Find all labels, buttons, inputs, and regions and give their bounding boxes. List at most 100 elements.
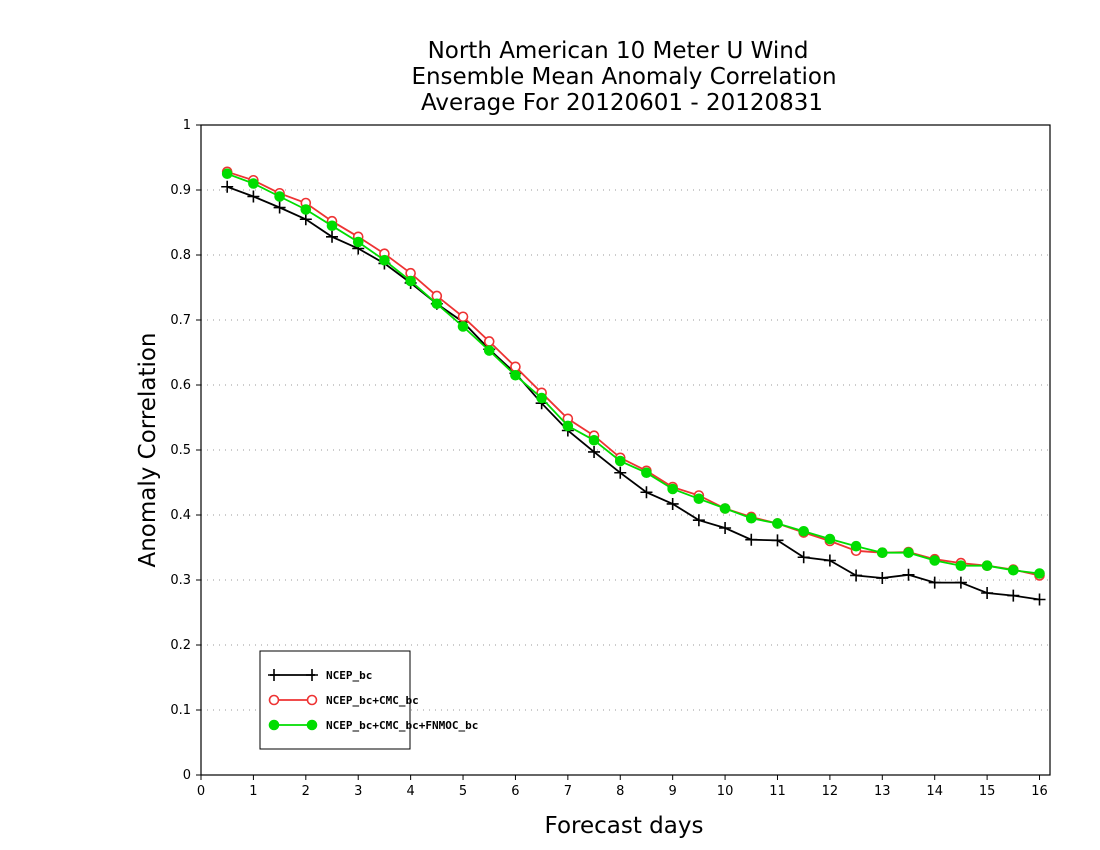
data-point	[405, 275, 416, 287]
data-point	[798, 525, 809, 537]
data-point	[510, 361, 521, 373]
y-tick-label: 0.7	[170, 313, 191, 328]
data-point	[483, 345, 495, 356]
data-point	[614, 466, 627, 479]
data-point	[667, 483, 678, 495]
legend-label: NCEP_bc+CMC_bc	[326, 694, 419, 707]
legend-label: NCEP_bc+CMC_bc+FNMOC_bc	[326, 719, 478, 732]
series-line	[226, 185, 1040, 601]
x-tick-label: 0	[197, 784, 205, 799]
y-tick-label: 0.4	[170, 508, 191, 523]
data-point	[536, 392, 547, 404]
y-tick-label: 1	[183, 118, 191, 133]
data-point	[692, 514, 705, 527]
data-point	[274, 191, 285, 202]
series-layer	[221, 166, 1046, 606]
data-point	[772, 518, 783, 529]
data-point	[902, 568, 915, 581]
x-tick-label: 16	[1031, 784, 1048, 799]
data-point	[823, 554, 836, 567]
data-point	[666, 497, 679, 510]
data-point	[981, 560, 993, 572]
x-tick-label: 5	[459, 784, 467, 799]
legend: NCEP_bc NCEP_bc+CMC_bc NCEP_bc+CMC_bc+FNMO…	[259, 650, 478, 750]
x-tick-label: 1	[249, 784, 257, 799]
data-point	[876, 547, 888, 559]
y-tick-label: 0.8	[170, 248, 191, 263]
x-tick-label: 2	[302, 784, 310, 799]
data-point	[719, 522, 732, 534]
y-tick-label: 0.6	[170, 378, 191, 393]
chart-title-line-2: Ensemble Mean Anomaly Correlation	[411, 64, 836, 90]
data-point	[306, 669, 318, 681]
y-tick-label: 0	[183, 768, 191, 783]
data-point	[641, 467, 652, 479]
data-point	[457, 311, 469, 323]
data-point	[797, 551, 810, 564]
y-axis-label: Anomaly Correlation	[135, 332, 161, 567]
data-point	[1034, 568, 1045, 579]
data-point	[693, 493, 705, 505]
x-tick-label: 4	[406, 784, 414, 799]
x-tick-label: 14	[926, 784, 943, 799]
data-point	[955, 560, 967, 572]
data-point	[588, 445, 601, 458]
data-point	[562, 420, 574, 432]
data-point	[745, 512, 757, 524]
data-point	[1008, 564, 1019, 576]
chart-title-line-1: North American 10 Meter U Wind	[428, 38, 809, 64]
data-point	[457, 321, 469, 332]
y-tick-label: 0.2	[170, 638, 191, 653]
data-point	[326, 230, 339, 243]
data-point	[221, 168, 233, 180]
x-tick-label: 7	[564, 784, 572, 799]
gridlines	[201, 189, 1050, 711]
data-point	[588, 434, 600, 446]
data-point	[745, 533, 758, 546]
data-point	[268, 669, 280, 681]
data-point	[247, 190, 260, 203]
chart-title-line-3: Average For 20120601 - 20120831	[421, 90, 823, 116]
x-tick-label: 10	[717, 784, 734, 799]
data-point	[719, 503, 731, 514]
x-tick-label: 9	[669, 784, 677, 799]
data-point	[850, 540, 862, 552]
data-point	[268, 719, 280, 731]
data-point	[248, 178, 259, 189]
data-point	[1033, 593, 1046, 606]
data-point	[431, 298, 443, 310]
data-point	[273, 201, 286, 214]
legend-label: NCEP_bc	[326, 669, 372, 682]
y-tick-label: 0.9	[170, 183, 191, 198]
data-point	[640, 486, 653, 499]
data-point	[306, 694, 318, 706]
data-point	[221, 180, 234, 193]
data-point	[850, 569, 863, 582]
x-tick-label: 11	[769, 784, 786, 799]
x-tick-label: 15	[979, 784, 996, 799]
x-axis-label: Forecast days	[545, 813, 704, 839]
data-point	[954, 576, 967, 589]
data-point	[824, 533, 836, 545]
axis-ticks: 00.10.20.30.40.50.60.70.80.910 1 2 3 4 5 6 7 8 9 1…	[170, 118, 1047, 799]
data-point	[352, 236, 364, 248]
data-point	[614, 455, 626, 467]
series-1	[221, 166, 1045, 581]
data-point	[299, 213, 312, 226]
x-tick-label: 3	[354, 784, 362, 799]
data-point	[268, 694, 280, 706]
x-tick-label: 8	[616, 784, 624, 799]
data-point	[379, 254, 390, 266]
x-tick-label: 13	[874, 784, 891, 799]
data-point	[483, 336, 495, 347]
data-point	[300, 204, 312, 215]
series-line	[226, 172, 1040, 575]
data-point	[326, 220, 338, 232]
data-point	[928, 576, 941, 589]
x-tick-label: 12	[822, 784, 839, 799]
data-point	[929, 555, 941, 566]
data-point	[903, 547, 914, 559]
data-point	[306, 719, 318, 731]
series-2	[221, 168, 1045, 579]
